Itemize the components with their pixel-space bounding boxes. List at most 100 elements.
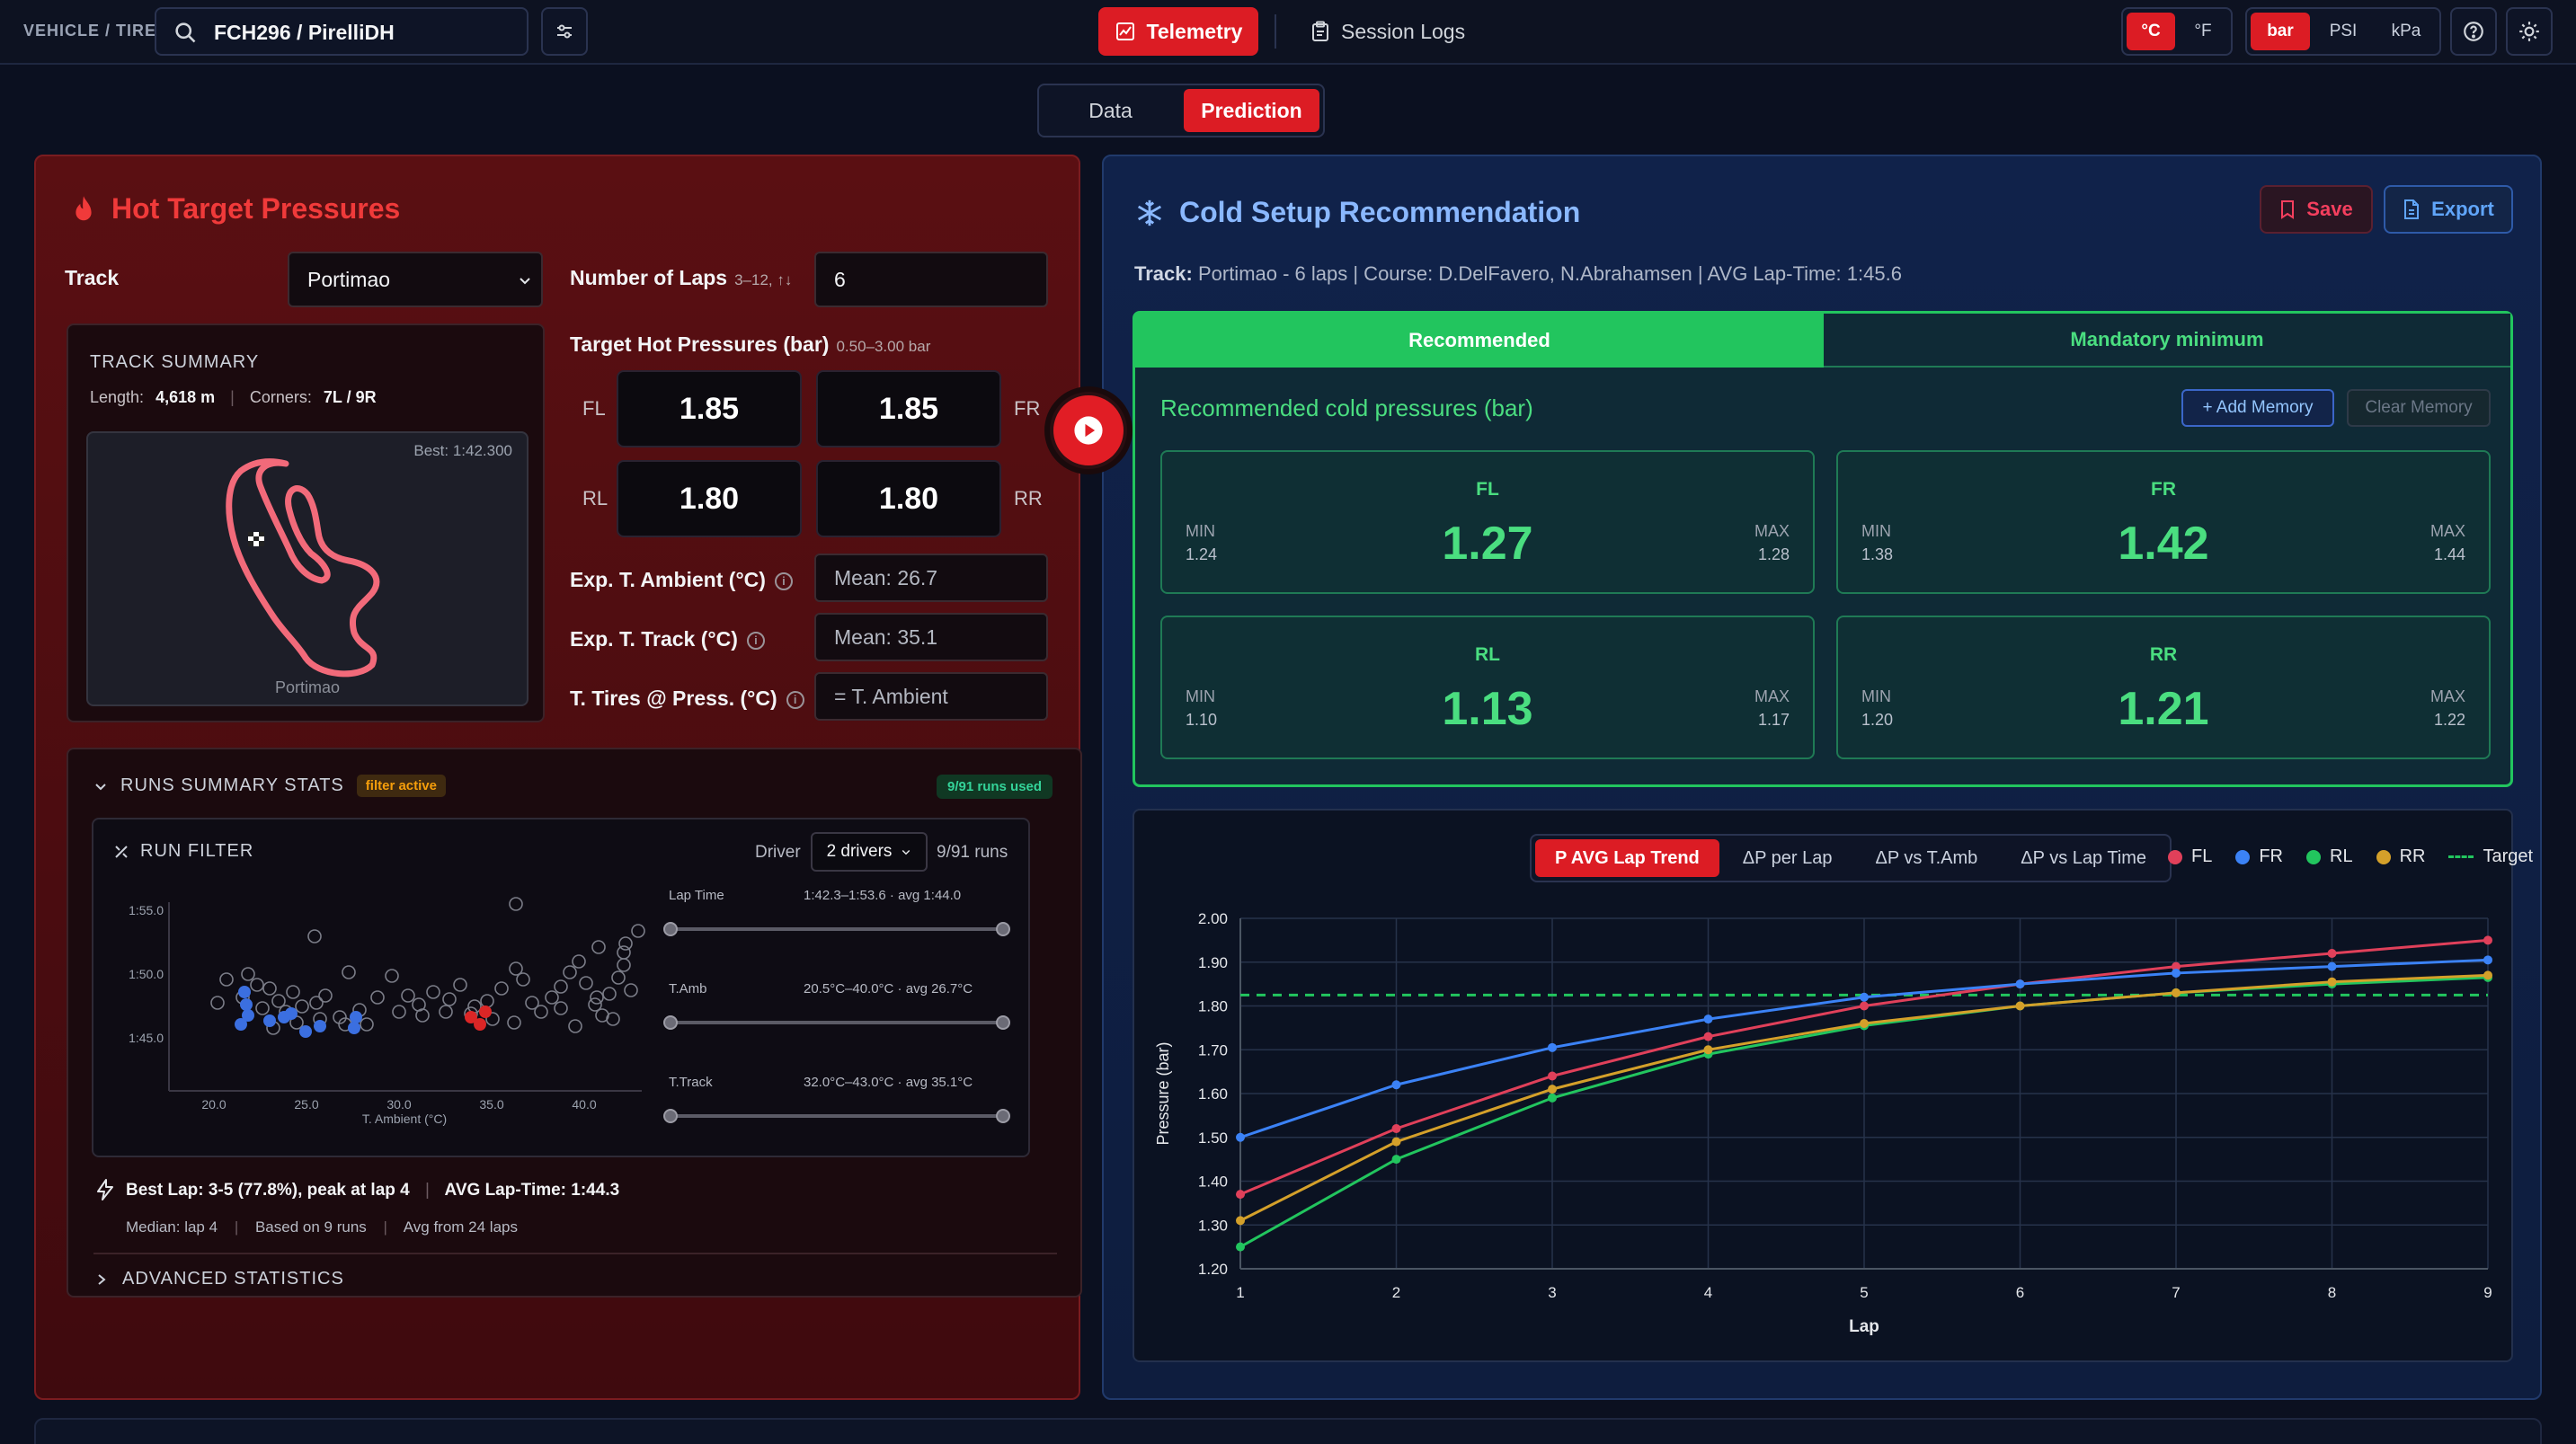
tab-dp-vs-lap-time[interactable]: ΔP vs Lap Time <box>2021 847 2147 868</box>
point-fr[interactable] <box>2483 955 2492 965</box>
hot-pressure-rr[interactable]: 1.80 <box>816 460 1001 537</box>
run-point-selected[interactable] <box>285 1007 298 1020</box>
point-rr[interactable] <box>1860 1019 1869 1028</box>
run-point[interactable] <box>255 1001 270 1015</box>
vehicle-search-input[interactable] <box>214 17 511 48</box>
point-rr[interactable] <box>1236 1216 1245 1226</box>
unit-bar[interactable]: bar <box>2251 13 2310 50</box>
run-point[interactable] <box>262 981 277 996</box>
run-point[interactable] <box>554 979 568 994</box>
run-point[interactable] <box>370 990 385 1005</box>
t-track-slider[interactable]: T.Track 32.0°C–43.0°C · avg 35.1°C <box>663 1075 1010 1123</box>
run-point[interactable] <box>509 897 523 911</box>
legend-item-target[interactable]: Target <box>2448 846 2533 867</box>
track-select[interactable]: Portimao <box>288 252 543 307</box>
point-rr[interactable] <box>2015 1001 2025 1011</box>
run-point-best[interactable] <box>479 1005 492 1018</box>
run-point[interactable] <box>342 965 356 979</box>
tab-dp-vs-tamb[interactable]: ΔP vs T.Amb <box>1875 847 1978 868</box>
point-fr[interactable] <box>1391 1080 1401 1090</box>
run-point-selected[interactable] <box>242 1009 254 1022</box>
run-point[interactable] <box>415 1008 430 1023</box>
unit-psi[interactable]: PSI <box>2329 22 2358 40</box>
session-logs-button[interactable]: Session Logs <box>1310 7 1465 56</box>
run-point-best[interactable] <box>474 1018 486 1031</box>
run-point[interactable] <box>572 954 586 969</box>
slider-min-handle[interactable] <box>663 922 678 936</box>
run-point-selected[interactable] <box>263 1014 276 1027</box>
lap-time-slider[interactable]: Lap Time 1:42.3–1:53.6 · avg 1:44.0 <box>663 888 1010 936</box>
run-point[interactable] <box>241 967 255 981</box>
run-point[interactable] <box>631 924 645 938</box>
legend-item-rl[interactable]: RL <box>2306 846 2353 867</box>
run-point[interactable] <box>426 985 440 999</box>
point-fr[interactable] <box>2327 961 2337 971</box>
legend-item-fl[interactable]: FL <box>2168 846 2212 867</box>
run-point[interactable] <box>617 958 631 972</box>
slider-track[interactable] <box>663 922 1010 936</box>
run-point[interactable] <box>579 976 593 990</box>
run-point[interactable] <box>309 996 324 1010</box>
point-rr[interactable] <box>2483 970 2492 980</box>
slider-max-handle[interactable] <box>996 922 1010 936</box>
tab-mandatory-minimum[interactable]: Mandatory minimum <box>1824 314 2510 368</box>
point-rr[interactable] <box>1391 1137 1401 1147</box>
run-point[interactable] <box>307 929 322 943</box>
run-point[interactable] <box>534 1005 548 1019</box>
vehicle-search-box[interactable] <box>155 7 529 56</box>
unit-celsius[interactable]: °C <box>2127 13 2175 50</box>
run-point-selected[interactable] <box>235 1018 247 1031</box>
tab-avg-lap-trend[interactable]: P AVG Lap Trend <box>1535 839 1719 877</box>
info-icon[interactable]: i <box>774 571 793 590</box>
t-amb-slider[interactable]: T.Amb 20.5°C–40.0°C · avg 26.7°C <box>663 981 1010 1030</box>
run-point[interactable] <box>591 940 606 954</box>
point-rl[interactable] <box>1236 1242 1245 1252</box>
run-point[interactable] <box>602 987 617 1001</box>
run-point[interactable] <box>401 988 415 1003</box>
runs-summary-header[interactable]: RUNS SUMMARY STATS filter active <box>93 775 446 797</box>
run-point[interactable] <box>509 961 523 976</box>
point-fr[interactable] <box>1236 1132 1245 1142</box>
run-point[interactable] <box>250 978 264 992</box>
run-point-selected[interactable] <box>299 1025 312 1038</box>
tires-press-input[interactable]: = T. Ambient <box>814 672 1048 721</box>
slider-track[interactable] <box>663 1109 1010 1123</box>
hot-pressure-fr[interactable]: 1.85 <box>816 370 1001 447</box>
info-icon[interactable]: i <box>786 690 804 709</box>
unit-fahrenheit[interactable]: °F <box>2194 22 2212 40</box>
run-point[interactable] <box>606 1012 620 1026</box>
run-point[interactable] <box>286 985 300 999</box>
tab-prediction[interactable]: Prediction <box>1184 89 1319 132</box>
hot-pressure-fl[interactable]: 1.85 <box>617 370 802 447</box>
point-fr[interactable] <box>1703 1014 1713 1024</box>
run-point[interactable] <box>360 1017 374 1032</box>
run-point[interactable] <box>624 983 638 997</box>
run-prediction-button[interactable] <box>1044 386 1133 474</box>
point-fr[interactable] <box>2172 968 2181 978</box>
run-point[interactable] <box>568 1019 582 1033</box>
point-fl[interactable] <box>1703 1032 1713 1041</box>
point-rr[interactable] <box>2172 988 2181 997</box>
run-point[interactable] <box>385 969 399 983</box>
run-point[interactable] <box>333 1010 347 1024</box>
point-fr[interactable] <box>1548 1042 1557 1052</box>
point-fl[interactable] <box>1860 1001 1869 1011</box>
run-point[interactable] <box>210 996 225 1010</box>
run-point[interactable] <box>439 1005 453 1019</box>
run-point[interactable] <box>507 1015 521 1030</box>
run-point[interactable] <box>516 972 530 987</box>
filter-settings-button[interactable] <box>541 7 588 56</box>
driver-select[interactable]: 2 drivers <box>811 832 928 872</box>
run-point[interactable] <box>480 994 494 1008</box>
theme-toggle-button[interactable] <box>2506 7 2553 56</box>
run-point-selected[interactable] <box>240 998 253 1011</box>
run-point-selected[interactable] <box>348 1022 360 1034</box>
run-point[interactable] <box>563 965 577 979</box>
point-fl[interactable] <box>1548 1071 1557 1081</box>
point-rr[interactable] <box>1703 1045 1713 1055</box>
run-point[interactable] <box>442 992 457 1006</box>
point-fr[interactable] <box>1860 992 1869 1002</box>
slider-min-handle[interactable] <box>663 1015 678 1030</box>
run-point-best[interactable] <box>465 1011 477 1023</box>
point-rr[interactable] <box>1548 1085 1557 1094</box>
